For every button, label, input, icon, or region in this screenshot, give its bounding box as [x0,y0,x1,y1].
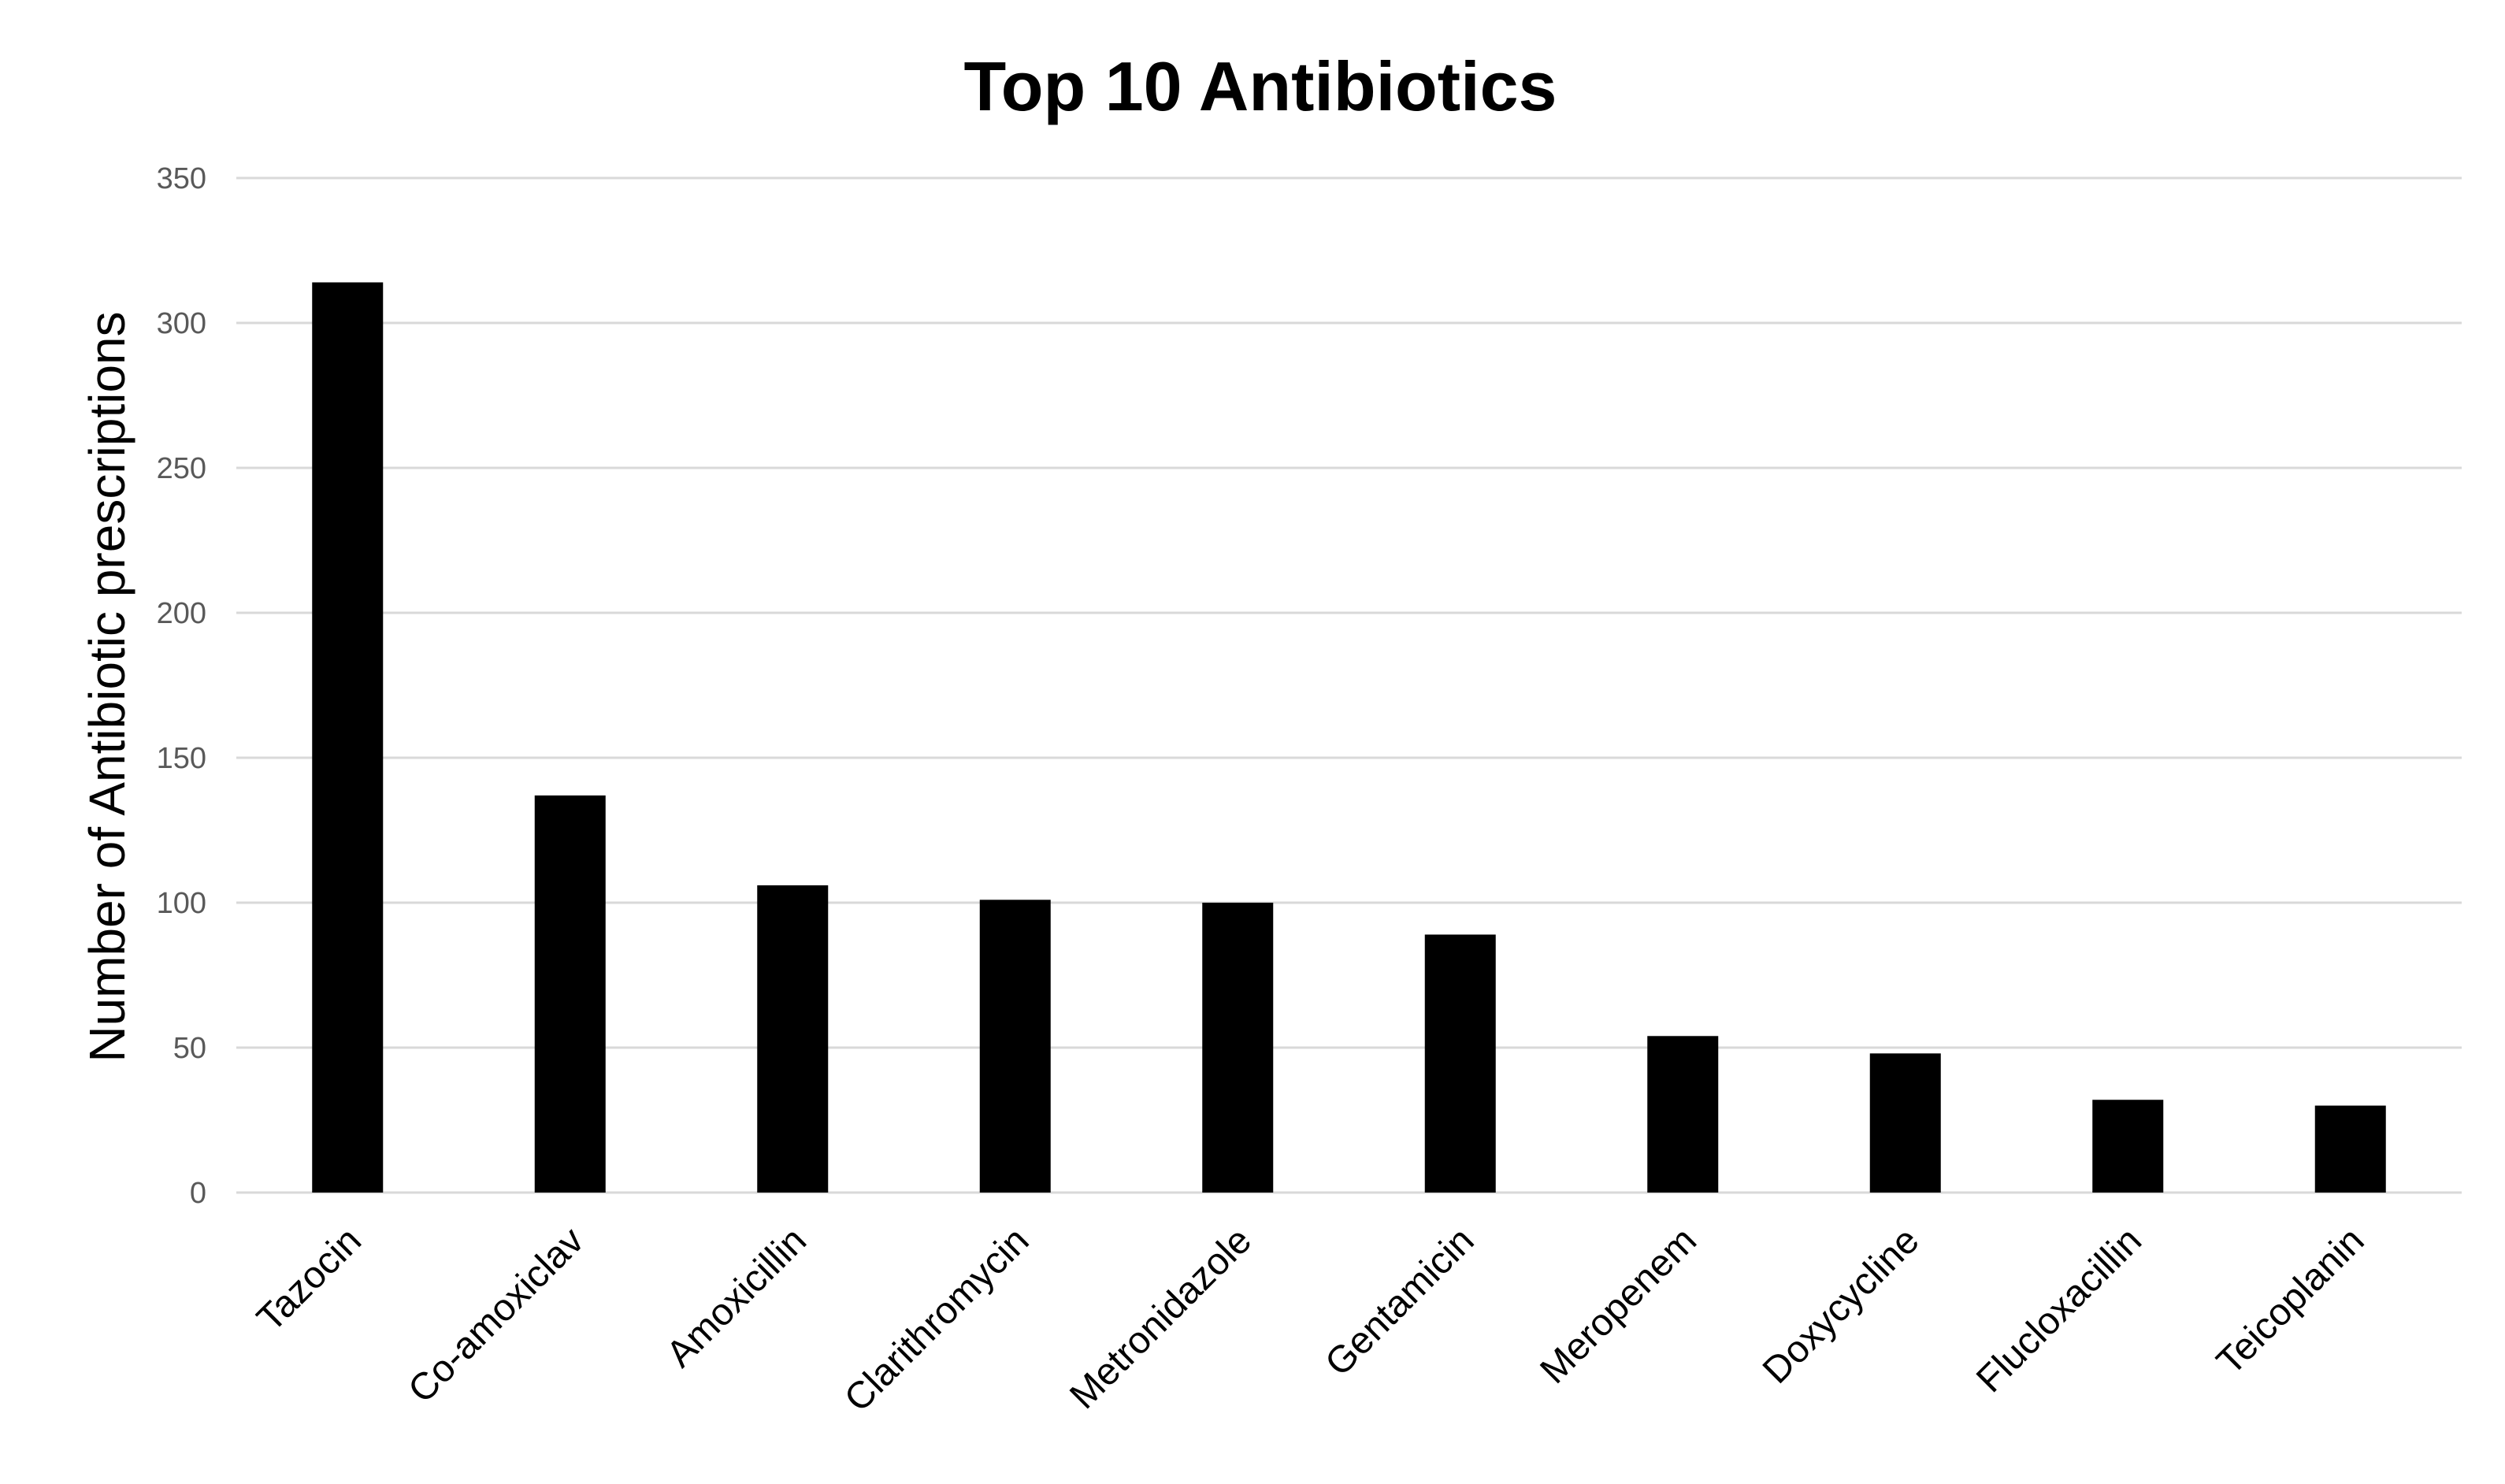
y-tick-label: 350 [157,162,206,195]
y-tick-label: 150 [157,742,206,775]
y-tick-label: 200 [157,597,206,630]
gridlines [236,176,2462,1194]
bar-clarithromycin [979,900,1051,1193]
bar-amoxicillin [757,885,829,1193]
x-tick-label: Teicoplanin [2209,1219,2372,1382]
y-tick-label: 50 [173,1032,206,1065]
x-tick-label: Clarithromycin [837,1219,1037,1419]
bar-doxycycline [1869,1053,1941,1193]
bar-co-amoxiclav [534,795,606,1193]
x-tick-label: Gentamicin [1317,1219,1482,1384]
y-tick-label: 300 [157,307,206,340]
y-tick-label: 0 [190,1177,206,1210]
bar-flucloxacillin [2092,1100,2164,1193]
bar-meropenem [1647,1036,1719,1193]
y-axis-ticks: 0 50 100 150 200 250 300 350 [157,162,206,1210]
y-tick-label: 100 [157,887,206,920]
x-tick-label: Tazocin [249,1219,369,1340]
x-tick-label: Doxycycline [1755,1219,1928,1392]
bar-gentamicin [1424,934,1496,1193]
x-tick-label: Co-amoxiclav [400,1219,592,1411]
bar-teicoplanin [2314,1105,2386,1193]
x-axis-ticks: Tazocin Co-amoxiclav Amoxicillin Clarithrom… [249,1219,2372,1419]
y-tick-label: 250 [157,452,206,485]
x-tick-label: Meropenem [1532,1219,1705,1392]
bar-tazocin [312,282,384,1193]
y-axis-label: Number of Antibiotic prescriptions [79,311,135,1062]
chart-title: Top 10 Antibiotics [964,47,1557,125]
bar-metronidazole [1202,903,1274,1193]
bars [312,282,2386,1193]
x-tick-label: Amoxicillin [659,1219,815,1375]
x-tick-label: Metronidazole [1062,1219,1260,1417]
x-tick-label: Flucloxacillin [1969,1219,2150,1401]
